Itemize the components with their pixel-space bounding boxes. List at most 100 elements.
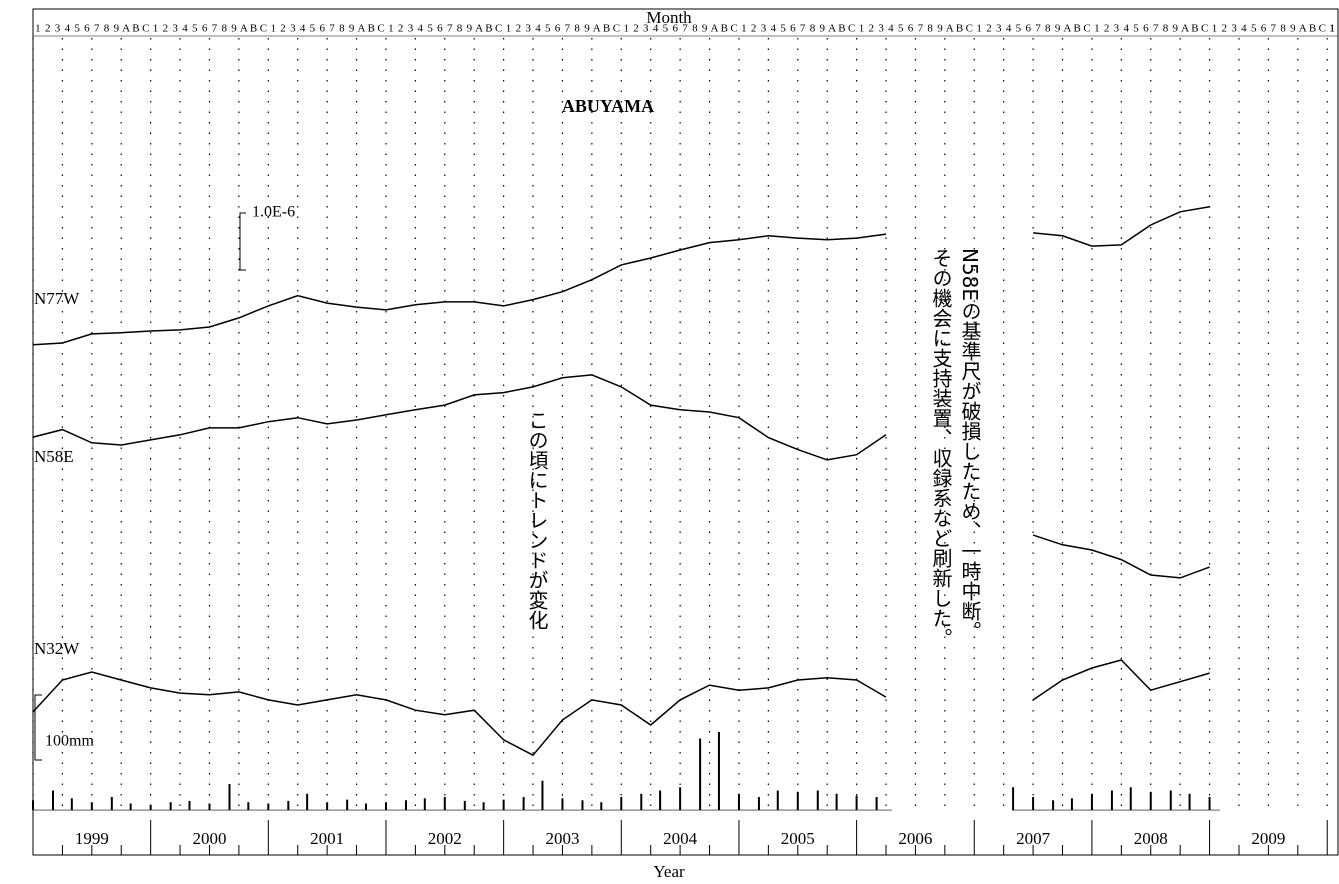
month-label: C (495, 23, 502, 35)
month-label: A (1063, 23, 1071, 35)
month-label: A (122, 23, 130, 35)
month-label: 6 (1025, 23, 1031, 35)
month-label: 2 (751, 23, 757, 35)
month-label: 4 (1123, 23, 1129, 35)
month-label: 9 (467, 23, 473, 35)
x-tick-label: 2004 (663, 829, 698, 848)
month-label: 6 (319, 23, 325, 35)
month-label: 8 (221, 23, 227, 35)
month-label: 2 (986, 23, 992, 35)
month-label: 2 (163, 23, 169, 35)
month-label: 7 (565, 23, 571, 35)
month-label: C (730, 23, 737, 35)
month-label: 5 (74, 23, 80, 35)
month-label: B (1309, 23, 1316, 35)
x-tick-label: 2008 (1134, 829, 1168, 848)
month-label: 9 (584, 23, 590, 35)
month-label: 1 (153, 23, 159, 35)
month-label: B (1191, 23, 1198, 35)
month-label: 1 (1329, 23, 1335, 35)
month-label: 8 (1045, 23, 1051, 35)
month-label: 4 (771, 23, 777, 35)
month-label: 3 (172, 23, 178, 35)
month-label: C (613, 23, 620, 35)
month-label: B (368, 23, 375, 35)
top-axis-title: Month (646, 8, 692, 27)
annotation: その機会に支持装置、収録系など刷新した。 (929, 248, 953, 648)
month-label: 4 (888, 23, 894, 35)
series-label: N77W (34, 289, 80, 308)
month-label: 1 (623, 23, 629, 35)
series-line (32, 374, 1210, 579)
month-label: C (1083, 23, 1090, 35)
month-label: 9 (1173, 23, 1179, 35)
month-label: A (1181, 23, 1189, 35)
month-label: B (132, 23, 139, 35)
month-label: 5 (898, 23, 904, 35)
scale-bar (239, 212, 246, 271)
month-label: 2 (1104, 23, 1110, 35)
month-label: 5 (545, 23, 551, 35)
chart-title: ABUYAMA (562, 96, 654, 116)
month-label: 7 (94, 23, 100, 35)
month-label: 1 (976, 23, 982, 35)
month-label: 7 (329, 23, 335, 35)
month-label: 4 (1241, 23, 1247, 35)
month-label: 7 (682, 23, 688, 35)
month-label: 8 (810, 23, 816, 35)
series-line (32, 205, 1210, 346)
month-label: 3 (878, 23, 884, 35)
month-label: B (603, 23, 610, 35)
annotation: この頃にトレンドが変化 (525, 410, 549, 630)
month-label: 5 (1133, 23, 1139, 35)
month-label: 6 (1143, 23, 1149, 35)
x-tick-label: 2001 (310, 829, 344, 848)
month-label: 9 (231, 23, 237, 35)
month-label: 1 (506, 23, 512, 35)
month-label: 6 (908, 23, 914, 35)
month-label: 3 (55, 23, 61, 35)
month-label: 6 (437, 23, 443, 35)
month-label: B (838, 23, 845, 35)
month-label: 3 (290, 23, 296, 35)
month-label: 9 (114, 23, 120, 35)
month-label: 5 (192, 23, 198, 35)
month-label: 6 (202, 23, 208, 35)
month-label: 6 (790, 23, 796, 35)
x-axis-title: Year (653, 862, 685, 881)
month-label: C (848, 23, 855, 35)
x-tick-label: 2005 (781, 829, 815, 848)
x-tick-label: 2009 (1251, 829, 1285, 848)
month-label: 8 (457, 23, 463, 35)
month-label: 5 (427, 23, 433, 35)
month-label: 5 (663, 23, 669, 35)
month-label: 6 (1261, 23, 1267, 35)
month-label: 2 (1222, 23, 1228, 35)
month-label: A (710, 23, 718, 35)
month-label: 4 (653, 23, 659, 35)
month-label: 5 (1251, 23, 1257, 35)
month-label: 3 (1231, 23, 1237, 35)
month-label: A (946, 23, 954, 35)
month-label: 8 (692, 23, 698, 35)
annotation: N58Eの基準尺が破損したため、一時中断。 (958, 248, 982, 642)
month-label: B (1074, 23, 1081, 35)
month-label: 9 (349, 23, 355, 35)
series-label: N58E (34, 447, 74, 466)
month-label: 1 (1212, 23, 1218, 35)
month-label: 2 (398, 23, 404, 35)
month-label: 4 (535, 23, 541, 35)
month-label: A (240, 23, 248, 35)
month-label: 8 (1163, 23, 1169, 35)
month-label: C (142, 23, 149, 35)
month-label: 7 (1153, 23, 1159, 35)
month-label: 4 (65, 23, 71, 35)
month-label: 7 (800, 23, 806, 35)
month-label: 7 (1271, 23, 1277, 35)
month-label: 2 (45, 23, 51, 35)
x-tick-label: 1999 (75, 829, 109, 848)
x-tick-label: 2007 (1016, 829, 1051, 848)
x-tick-label: 2002 (428, 829, 462, 848)
series-line (32, 659, 1210, 757)
